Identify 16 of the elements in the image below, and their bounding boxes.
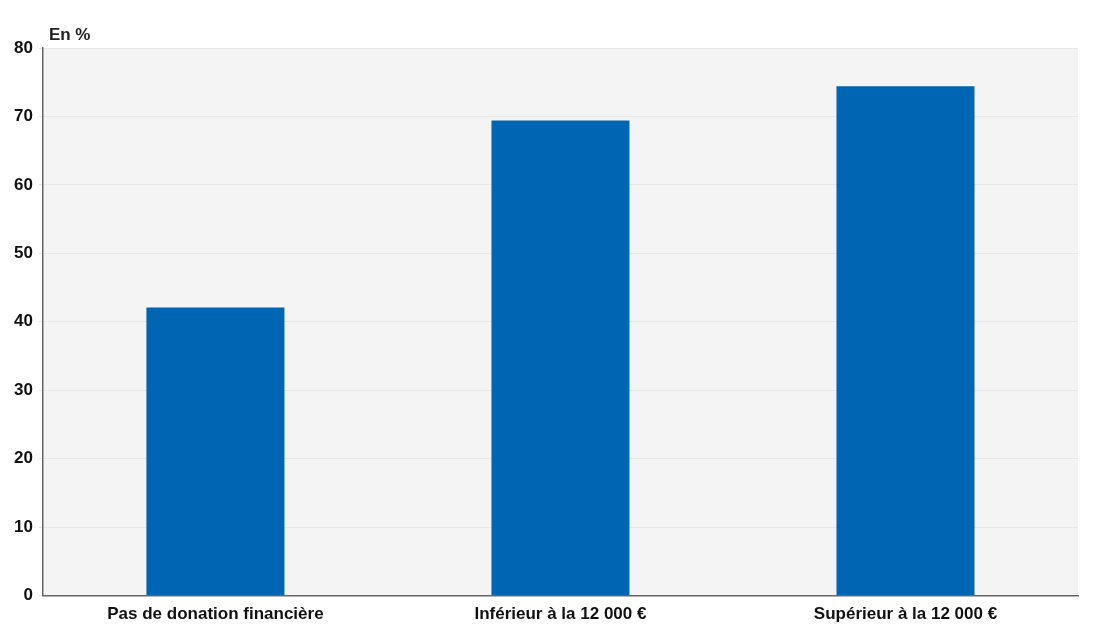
y-tick-label: 0 <box>23 585 33 605</box>
bar <box>491 120 630 596</box>
y-tick-label: 40 <box>13 311 33 331</box>
bar <box>146 307 285 596</box>
y-tick-label: 70 <box>13 106 33 126</box>
x-tick-label: Pas de donation financière <box>107 604 324 624</box>
y-axis-title: En % <box>48 25 91 45</box>
x-tick-label: Supérieur à la 12 000 € <box>813 604 998 624</box>
y-tick-label: 80 <box>13 37 33 57</box>
y-tick-label: 60 <box>13 174 33 194</box>
x-tick-label: Inférieur à la 12 000 € <box>474 604 647 624</box>
y-tick-label: 30 <box>13 379 33 399</box>
y-tick-label: 10 <box>13 516 33 536</box>
y-tick-label: 50 <box>13 243 33 263</box>
y-tick-label: 20 <box>13 448 33 468</box>
bar <box>836 86 975 596</box>
